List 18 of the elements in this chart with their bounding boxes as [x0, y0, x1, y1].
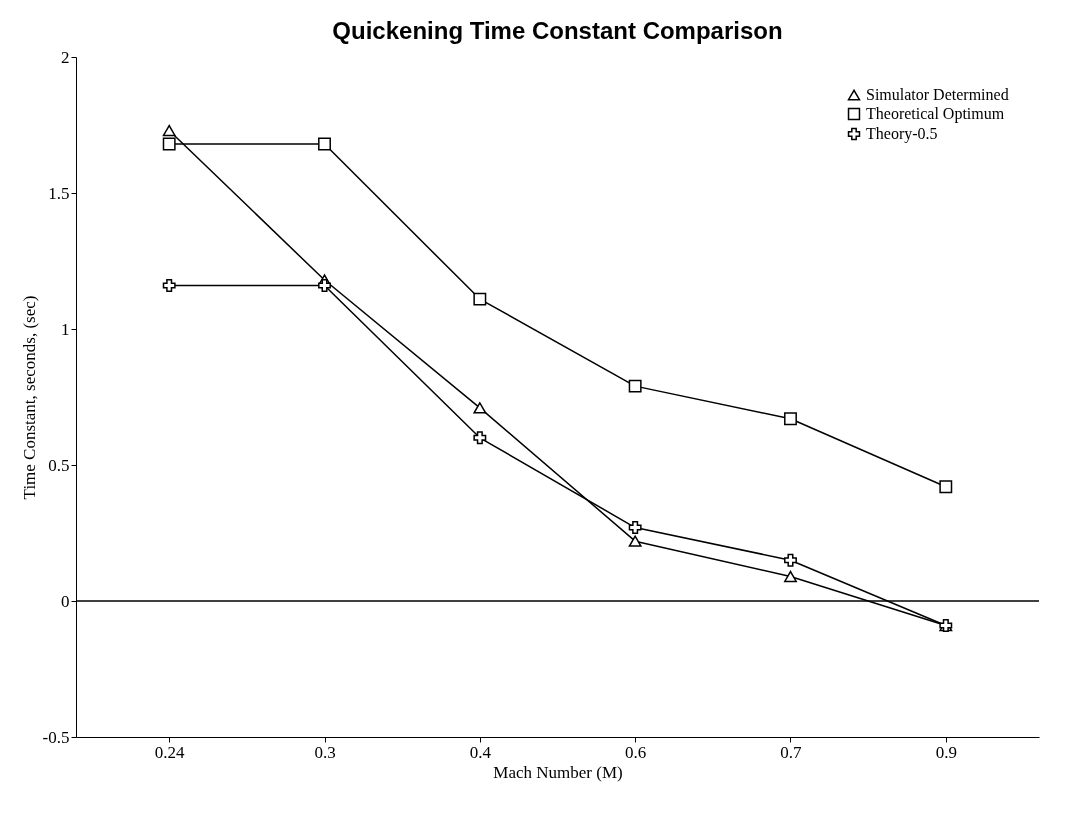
- legend-label: Theory-0.5: [866, 125, 938, 143]
- y-tick-label: -0.5: [42, 727, 70, 747]
- legend-label: Simulator Determined: [866, 86, 1009, 103]
- x-axis-title: Mach Number (M): [493, 762, 623, 782]
- x-tick-label: 0.7: [780, 742, 803, 762]
- chart-title: Quickening Time Constant Comparison: [332, 17, 783, 44]
- x-tick-label: 0.3: [314, 742, 336, 762]
- y-tick-label: 0: [61, 591, 70, 611]
- x-tick-label: 0.24: [154, 742, 186, 762]
- x-tick-label: 0.9: [935, 742, 957, 762]
- x-tick-label: 0.4: [469, 742, 492, 762]
- y-axis-title: Time Constant, seconds, (sec): [19, 295, 39, 500]
- y-tick-label: 0.5: [48, 455, 70, 475]
- legend-label: Theoretical Optimum: [866, 105, 1005, 123]
- x-tick-label: 0.6: [625, 742, 647, 762]
- y-tick-label: 2: [61, 47, 70, 67]
- y-tick-label: 1.5: [48, 183, 70, 203]
- y-tick-label: 1: [61, 319, 70, 339]
